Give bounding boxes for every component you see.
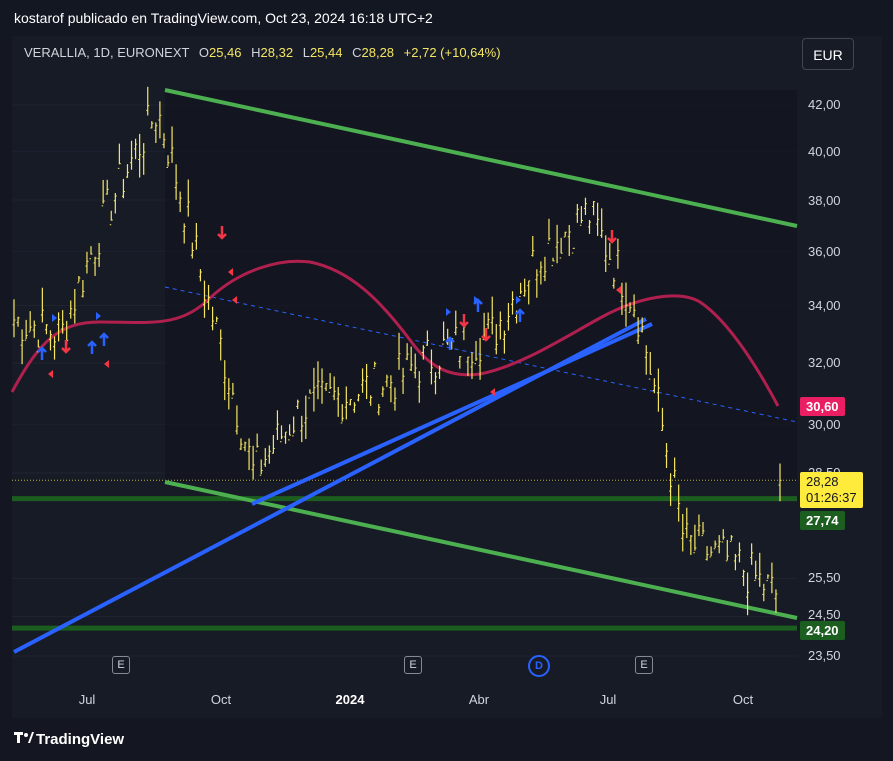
open-value: 25,46 [208,45,242,60]
y-tick: 36,00 [808,244,841,259]
buy-arrow-icon [87,340,97,354]
moving-average-line [10,259,780,407]
x-tick: Jul [599,692,617,707]
x-tick: Abr [468,692,490,707]
support-upper-tag: 27,74 [800,511,845,530]
y-tick: 30,00 [808,417,841,432]
channel-upper-line [164,88,798,228]
y-tick: 40,00 [808,144,841,159]
last-price-value: 28,28 [806,474,839,489]
y-tick: 42,00 [808,97,841,112]
symbol-name: VERALLIA, 1D, EURONEXT [24,45,190,60]
sell-arrow-icon [217,226,227,240]
earnings-event-icon[interactable]: E [112,656,130,674]
trendline [251,322,653,506]
y-tick: 32,00 [808,355,841,370]
x-tick: Jul [78,692,96,707]
sell-marker-icon [232,296,237,304]
bar-countdown: 01:26:37 [806,490,857,505]
y-tick: 34,00 [808,298,841,313]
sell-marker-icon [104,360,109,368]
low-label: L [302,45,310,60]
symbol-legend: VERALLIA, 1D, EURONEXT O25,46 H28,32 L25… [24,45,501,60]
tradingview-brand[interactable]: TradingView [14,731,124,748]
last-price-tag: 28,28 01:26:37 [800,472,863,508]
moving-average-tag: 30,60 [800,397,845,416]
x-tick: 2024 [335,692,365,707]
y-tick: 24,50 [808,607,841,622]
change-value: +2,72 (+10,64%) [403,45,501,60]
earnings-event-icon[interactable]: E [635,656,653,674]
support-lower-tag: 24,20 [800,621,845,640]
publication-info: kostarof publicado en TradingView.com, O… [14,10,433,26]
top-bar: kostarof publicado en TradingView.com, O… [0,0,893,36]
close-value: 28,28 [361,45,395,60]
y-tick: 38,00 [808,193,841,208]
close-label: C [352,45,362,60]
y-tick: 25,50 [808,570,841,585]
buy-arrow-icon [445,336,455,350]
sell-arrow-icon [607,230,617,244]
dividend-event-icon[interactable]: D [528,655,550,677]
open-label: O [198,45,209,60]
sell-marker-icon [616,286,621,294]
buy-marker-icon [52,314,57,322]
sell-marker-icon [490,388,495,396]
buy-arrow-icon [515,308,525,322]
buy-marker-icon [446,308,451,316]
buy-arrow-icon [37,346,47,360]
sell-marker-icon [228,268,233,276]
sell-arrow-icon [459,314,469,328]
sell-marker-icon [48,370,53,378]
channel-median-line [164,286,798,423]
channel-lower-line [164,480,798,620]
x-tick: Oct [732,692,754,707]
x-tick: Oct [210,692,232,707]
sell-arrow-icon [481,328,491,342]
buy-marker-icon [474,296,479,304]
brand-name: TradingView [36,731,125,748]
high-label: H [251,45,261,60]
earnings-event-icon[interactable]: E [404,656,422,674]
shaded-region [165,90,797,482]
buy-marker-icon [96,312,101,320]
buy-arrow-icon [99,332,109,346]
currency-button[interactable]: EUR [802,38,854,70]
buy-marker-icon [516,296,521,304]
low-value: 25,44 [309,45,343,60]
y-tick: 23,50 [808,648,841,663]
tradingview-logo-icon [14,731,36,748]
high-value: 28,32 [260,45,294,60]
sell-arrow-icon [61,340,71,354]
